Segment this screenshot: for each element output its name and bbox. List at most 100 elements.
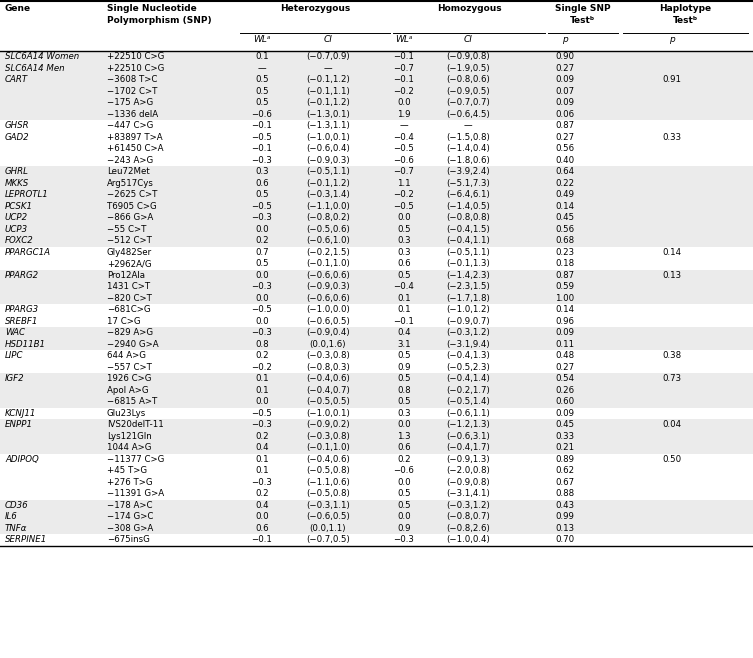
Text: 0.87: 0.87 <box>556 270 575 280</box>
Text: 0.56: 0.56 <box>556 225 575 234</box>
Text: (−0.5,0.5): (−0.5,0.5) <box>306 397 350 406</box>
Text: (−0.5,2.3): (−0.5,2.3) <box>446 363 490 372</box>
Bar <box>0 74 753 86</box>
Text: 0.1: 0.1 <box>255 52 269 61</box>
Text: (−1.3,1.1): (−1.3,1.1) <box>306 121 350 130</box>
Text: 0.13: 0.13 <box>556 524 575 533</box>
Text: 1.1: 1.1 <box>397 179 411 188</box>
Text: Heterozygous: Heterozygous <box>280 4 350 13</box>
Text: (−0.7,0.5): (−0.7,0.5) <box>306 535 350 544</box>
Text: 0.07: 0.07 <box>556 87 575 96</box>
Bar <box>0 224 753 235</box>
Text: 0.2: 0.2 <box>255 351 269 360</box>
Text: 0.06: 0.06 <box>556 110 575 118</box>
Bar <box>0 338 753 350</box>
Text: LEPROTL1: LEPROTL1 <box>5 190 49 199</box>
Text: Arg517Cys: Arg517Cys <box>107 179 154 188</box>
Text: −243 A>G: −243 A>G <box>107 156 154 164</box>
Text: (−6.4,6.1): (−6.4,6.1) <box>446 190 490 199</box>
Text: CI: CI <box>324 35 332 44</box>
Text: Pro12Ala: Pro12Ala <box>107 270 145 280</box>
Text: 0.2: 0.2 <box>397 455 411 464</box>
Text: (−0.8,0.7): (−0.8,0.7) <box>446 512 490 521</box>
Text: 0.2: 0.2 <box>255 490 269 498</box>
Bar <box>0 51 753 63</box>
Text: 3.1: 3.1 <box>397 340 411 349</box>
Text: IL6: IL6 <box>5 512 18 521</box>
Text: 0.27: 0.27 <box>556 133 575 141</box>
Text: 0.14: 0.14 <box>556 305 575 315</box>
Text: −2940 G>A: −2940 G>A <box>107 340 159 349</box>
Text: (−0.8,0.8): (−0.8,0.8) <box>446 213 490 222</box>
Text: −178 A>C: −178 A>C <box>107 501 153 510</box>
Text: −0.1: −0.1 <box>394 75 414 84</box>
Text: 0.96: 0.96 <box>556 316 575 326</box>
Text: WAC: WAC <box>5 328 25 338</box>
Text: −0.1: −0.1 <box>394 316 414 326</box>
Text: (−0.6,1.0): (−0.6,1.0) <box>306 236 350 245</box>
Text: 0.18: 0.18 <box>556 259 575 268</box>
Text: IGF2: IGF2 <box>5 374 25 383</box>
Text: (−0.5,1.1): (−0.5,1.1) <box>446 248 490 257</box>
Text: (−0.9,0.3): (−0.9,0.3) <box>306 156 350 164</box>
Text: (−3.1,9.4): (−3.1,9.4) <box>447 340 489 349</box>
Text: (−0.4,1.1): (−0.4,1.1) <box>446 236 490 245</box>
Text: +22510 C>G: +22510 C>G <box>107 52 164 61</box>
Text: (−2.3,1.5): (−2.3,1.5) <box>446 282 490 291</box>
Text: (−1.0,0.1): (−1.0,0.1) <box>306 133 350 141</box>
Bar <box>0 247 753 258</box>
Text: (−0.8,0.2): (−0.8,0.2) <box>306 213 350 222</box>
Bar <box>0 373 753 384</box>
Text: (−0.5,0.8): (−0.5,0.8) <box>306 467 350 475</box>
Text: 0.62: 0.62 <box>556 467 575 475</box>
Text: UCP2: UCP2 <box>5 213 28 222</box>
Text: 644 A>G: 644 A>G <box>107 351 146 360</box>
Text: −0.2: −0.2 <box>252 363 273 372</box>
Text: (0.0,1.1): (0.0,1.1) <box>309 524 346 533</box>
Text: −0.3: −0.3 <box>394 535 414 544</box>
Text: 0.4: 0.4 <box>397 328 411 338</box>
Text: −829 A>G: −829 A>G <box>107 328 153 338</box>
Text: (0.0,1.6): (0.0,1.6) <box>309 340 346 349</box>
Text: (−0.9,0.5): (−0.9,0.5) <box>447 87 489 96</box>
Text: −681C>G: −681C>G <box>107 305 151 315</box>
Text: 17 C>G: 17 C>G <box>107 316 141 326</box>
Text: 0.0: 0.0 <box>397 512 411 521</box>
Text: −0.4: −0.4 <box>394 282 414 291</box>
Text: GHRL: GHRL <box>5 167 29 176</box>
Text: 0.99: 0.99 <box>556 512 575 521</box>
Text: −308 G>A: −308 G>A <box>107 524 154 533</box>
Bar <box>0 442 753 453</box>
Text: Single Nucleotide
Polymorphism (SNP): Single Nucleotide Polymorphism (SNP) <box>107 4 212 25</box>
Text: 0.6: 0.6 <box>397 443 411 452</box>
Text: 0.59: 0.59 <box>556 282 575 291</box>
Text: 0.0: 0.0 <box>397 478 411 487</box>
Text: −1336 delA: −1336 delA <box>107 110 158 118</box>
Text: −0.5: −0.5 <box>252 202 273 211</box>
Text: −0.5: −0.5 <box>394 202 414 211</box>
Text: (−0.6,4.5): (−0.6,4.5) <box>446 110 490 118</box>
Text: SLC6A14 Men: SLC6A14 Men <box>5 64 65 73</box>
Text: 0.0: 0.0 <box>255 270 269 280</box>
Text: 0.27: 0.27 <box>556 64 575 73</box>
Text: (−1.0,0.0): (−1.0,0.0) <box>306 305 350 315</box>
Text: 0.9: 0.9 <box>398 524 410 533</box>
Bar <box>0 166 753 178</box>
Bar <box>0 476 753 488</box>
Text: +2962A/G: +2962A/G <box>107 259 151 268</box>
Text: 0.5: 0.5 <box>255 75 269 84</box>
Text: (−3.9,2.4): (−3.9,2.4) <box>447 167 489 176</box>
Text: 0.33: 0.33 <box>663 133 681 141</box>
Text: (−0.4,0.7): (−0.4,0.7) <box>306 386 350 395</box>
Text: (−0.3,0.8): (−0.3,0.8) <box>306 351 350 360</box>
Text: 0.09: 0.09 <box>556 98 575 107</box>
Text: 0.38: 0.38 <box>663 351 681 360</box>
Text: −0.5: −0.5 <box>252 305 273 315</box>
Text: Gly482Ser: Gly482Ser <box>107 248 152 257</box>
Text: −0.4: −0.4 <box>394 133 414 141</box>
Text: −3608 T>C: −3608 T>C <box>107 75 157 84</box>
Text: (−1.1,0.0): (−1.1,0.0) <box>306 202 350 211</box>
Text: Single SNP
Testᵇ: Single SNP Testᵇ <box>555 4 611 25</box>
Text: 0.09: 0.09 <box>556 328 575 338</box>
Text: CI: CI <box>464 35 472 44</box>
